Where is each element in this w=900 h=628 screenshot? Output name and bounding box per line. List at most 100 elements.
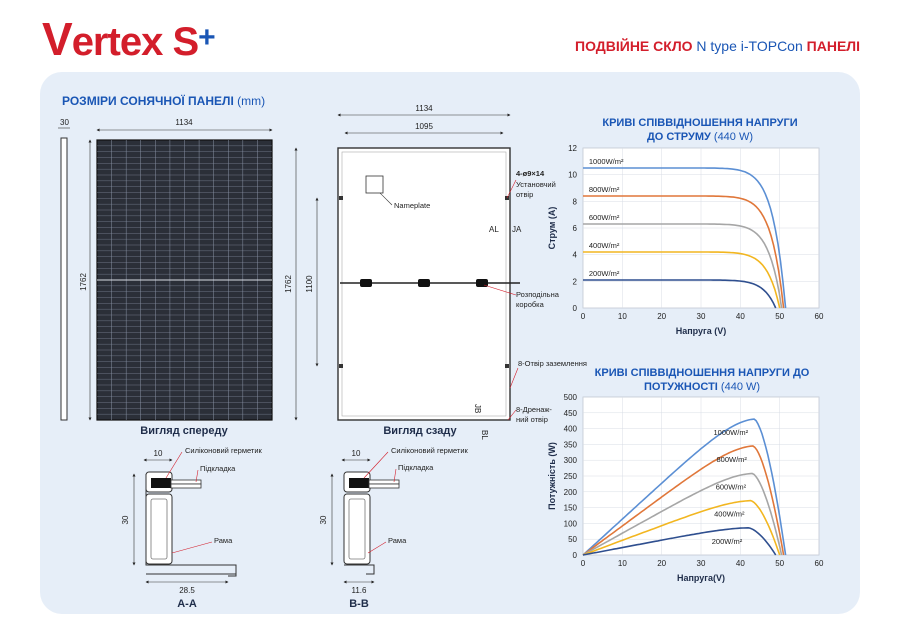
product-headline: ПОДВІЙНЕ СКЛО N type i-TOPCon ПАНЕЛІ [575, 38, 860, 54]
bb-width-top: 10 [352, 449, 361, 458]
iv-chart-title-line2: ДО СТРУМУ (440 W) [647, 131, 753, 143]
x-tick-label: 50 [775, 312, 784, 321]
y-tick-label: 6 [573, 224, 578, 233]
front-width-label: 1134 [175, 118, 193, 127]
marker-ja: JA [512, 225, 522, 234]
bb-frame-label: Рама [388, 536, 407, 545]
iv-series-line [583, 195, 785, 309]
y-axis-label: Струм (A) [547, 207, 557, 250]
aa-pad-label: Підкладка [200, 464, 236, 473]
aa-frame-label: Рама [214, 536, 233, 545]
back-height-label: 1762 [284, 275, 293, 293]
pv-series-line [582, 499, 781, 556]
front-height-label: 1762 [79, 273, 88, 291]
ground-holes-label: 8-Отвір заземлення [518, 359, 587, 368]
x-axis-label: Напруга(V) [677, 573, 725, 583]
pv-series-line [582, 472, 783, 556]
y-tick-label: 50 [568, 535, 577, 544]
marker-al: AL [489, 225, 499, 234]
iv-series-line [583, 279, 777, 309]
y-axis-label: Потужність (W) [547, 442, 557, 510]
aa-width-top: 10 [154, 449, 163, 458]
thickness-label: 30 [60, 118, 69, 127]
y-tick-label: 12 [568, 144, 577, 153]
x-tick-label: 10 [618, 559, 627, 568]
bb-width-bottom: 11.6 [352, 586, 368, 595]
nameplate-label: Nameplate [394, 201, 430, 210]
x-tick-label: 20 [657, 312, 666, 321]
mount-holes-label-1: Установчий [516, 180, 556, 189]
y-tick-label: 300 [564, 456, 578, 465]
y-tick-label: 2 [573, 277, 578, 286]
y-tick-label: 8 [573, 197, 578, 206]
bb-sealant-label: Силіконовий герметик [391, 446, 469, 455]
y-tick-label: 0 [573, 551, 578, 560]
junction-label-1: Розподільна [516, 290, 560, 299]
y-tick-label: 0 [573, 304, 578, 313]
front-view: 1134 1762 Вигляд спереду [79, 118, 273, 437]
junction-label-2: коробка [516, 300, 545, 309]
x-tick-label: 60 [815, 312, 824, 321]
iv-chart: КРИВІ СПІВВІДНОШЕННЯ НАПРУГИ ДО СТРУМУ (… [547, 117, 824, 336]
x-tick-label: 30 [697, 312, 706, 321]
back-view: 1134 1095 1762 1100 Nameplate AL JA BL J… [284, 104, 587, 440]
series-label: 600W/m² [716, 482, 747, 491]
x-axis-label: Напруга (V) [676, 326, 727, 336]
section-bb: 10 30 11.6 B-B Силіконовий герметик Підк… [319, 446, 469, 610]
series-label: 1000W/m² [589, 157, 624, 166]
pv-chart: КРИВІ СПІВВІДНОШЕННЯ НАПРУГИ ДО ПОТУЖНОС… [547, 367, 824, 583]
aa-caption: A-A [177, 598, 197, 610]
aa-width-bottom: 28.5 [179, 586, 195, 595]
aa-sealant-label: Силіконовий герметик [185, 446, 263, 455]
y-tick-label: 10 [568, 171, 577, 180]
dimensions-title: РОЗМІРИ СОНЯЧНОЇ ПАНЕЛІ (mm) [62, 93, 265, 108]
pv-chart-title-line2: ПОТУЖНОСТІ (440 W) [644, 381, 760, 393]
x-tick-label: 40 [736, 559, 745, 568]
back-width-outer-label: 1134 [415, 104, 433, 113]
x-tick-label: 20 [657, 559, 666, 568]
iv-chart-title-line1: КРИВІ СПІВВІДНОШЕННЯ НАПРУГИ [602, 117, 797, 129]
y-tick-label: 100 [564, 519, 578, 528]
back-view-caption: Вигляд сзаду [383, 425, 457, 437]
y-tick-label: 450 [564, 409, 578, 418]
series-label: 400W/m² [714, 510, 745, 519]
series-label: 1000W/m² [714, 428, 749, 437]
iv-series-line [583, 223, 783, 309]
drain-label-2: ний отвір [516, 415, 548, 424]
y-tick-label: 250 [564, 472, 578, 481]
pv-series-line [582, 526, 777, 556]
x-tick-label: 30 [697, 559, 706, 568]
series-label: 200W/m² [589, 269, 620, 278]
iv-series-line [583, 251, 781, 309]
series-label: 600W/m² [589, 213, 620, 222]
x-tick-label: 40 [736, 312, 745, 321]
y-tick-label: 150 [564, 504, 578, 513]
marker-jb: JB [473, 404, 482, 413]
series-label: 800W/m² [716, 455, 747, 464]
x-tick-label: 0 [581, 312, 586, 321]
back-width-inner-label: 1095 [415, 122, 433, 131]
series-label: 400W/m² [589, 241, 620, 250]
mount-holes-label-2: отвір [516, 190, 533, 199]
y-tick-label: 200 [564, 488, 578, 497]
pv-series-line [582, 418, 787, 556]
y-tick-label: 500 [564, 393, 578, 402]
x-tick-label: 50 [775, 559, 784, 568]
series-label: 200W/m² [712, 537, 743, 546]
section-aa: 10 30 28.5 A-A Силіконовий герметик Підк… [121, 446, 263, 610]
pv-series-line [582, 445, 785, 556]
front-view-caption: Вигляд спереду [140, 425, 228, 437]
y-tick-label: 4 [573, 251, 578, 260]
x-tick-label: 10 [618, 312, 627, 321]
bb-pad-label: Підкладка [398, 463, 434, 472]
y-tick-label: 350 [564, 440, 578, 449]
pv-chart-title-line1: КРИВІ СПІВВІДНОШЕННЯ НАПРУГИ ДО [595, 367, 810, 379]
series-label: 800W/m² [589, 185, 620, 194]
x-tick-label: 60 [815, 559, 824, 568]
mount-holes-spec: 4-ø9×14 [516, 169, 545, 178]
bb-height: 30 [319, 515, 328, 524]
x-tick-label: 0 [581, 559, 586, 568]
side-profile: 30 [58, 118, 70, 421]
iv-series-line [583, 167, 787, 309]
drain-label-1: 8-Дренаж- [516, 405, 552, 414]
